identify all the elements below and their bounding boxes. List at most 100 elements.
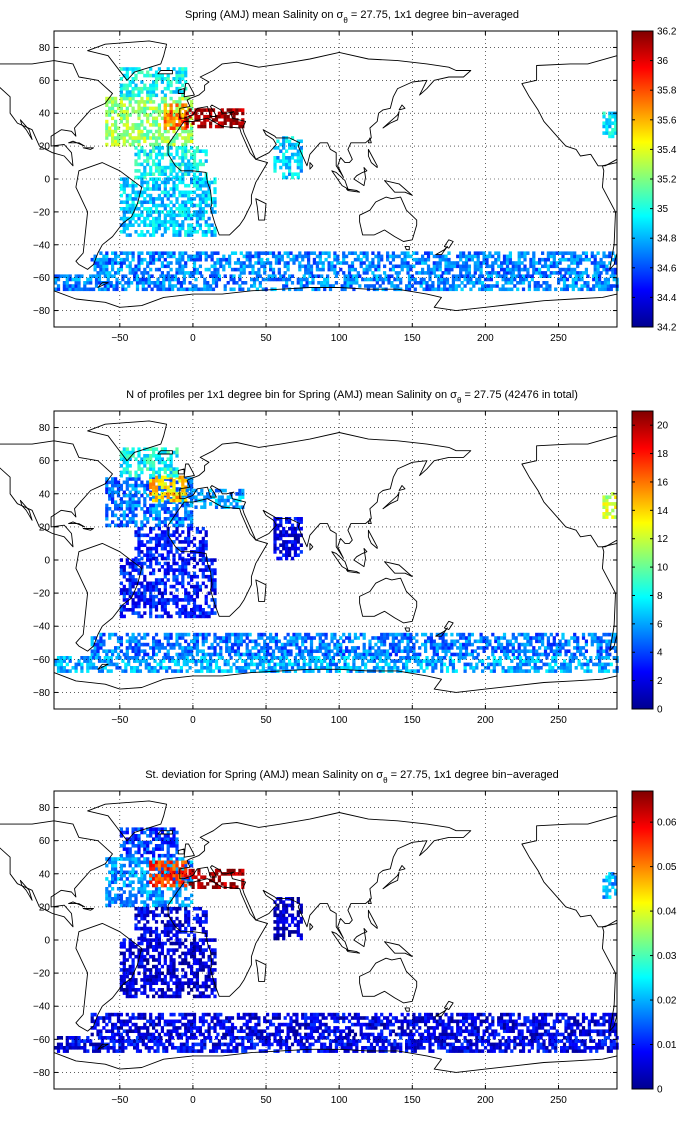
heatmap-cell bbox=[166, 119, 170, 124]
heatmap-cell bbox=[380, 254, 384, 259]
heatmap-cell bbox=[163, 598, 167, 602]
heatmap-cell bbox=[157, 210, 162, 214]
heatmap-cell bbox=[593, 257, 597, 262]
heatmap-cell bbox=[520, 649, 524, 654]
heatmap-cell bbox=[71, 284, 75, 288]
heatmap-cell bbox=[233, 649, 238, 654]
heatmap-cell bbox=[187, 598, 191, 602]
heatmap-cell bbox=[169, 116, 173, 121]
heatmap-cell bbox=[96, 649, 100, 654]
heatmap-cell bbox=[187, 574, 191, 579]
heatmap-cell bbox=[450, 639, 454, 644]
heatmap-cell bbox=[361, 277, 365, 282]
heatmap-cell bbox=[131, 591, 135, 596]
heatmap-cell bbox=[163, 533, 167, 538]
heatmap-cell bbox=[134, 565, 138, 569]
heatmap-cell bbox=[94, 666, 99, 670]
heatmap-cell bbox=[150, 281, 154, 285]
heatmap-cell bbox=[223, 274, 227, 278]
heatmap-cell bbox=[197, 108, 201, 112]
heatmap-cell bbox=[137, 652, 141, 657]
heatmap-cell bbox=[191, 284, 195, 288]
heatmap-cell bbox=[273, 523, 277, 528]
heatmap-cell bbox=[175, 223, 179, 227]
heatmap-cell bbox=[479, 267, 483, 272]
heatmap-cell bbox=[163, 588, 167, 592]
heatmap-cell bbox=[102, 642, 106, 647]
heatmap-cell bbox=[614, 261, 618, 265]
heatmap-cell bbox=[187, 480, 191, 485]
heatmap-cell bbox=[459, 636, 463, 640]
heatmap-cell bbox=[555, 264, 559, 269]
heatmap-cell bbox=[184, 513, 188, 518]
heatmap-cell bbox=[143, 598, 147, 602]
heatmap-cell bbox=[511, 652, 515, 657]
heatmap-cell bbox=[131, 200, 135, 204]
heatmap-cell bbox=[564, 652, 568, 657]
heatmap-cell bbox=[473, 261, 477, 265]
heatmap-cell bbox=[125, 226, 129, 231]
heatmap-cell bbox=[131, 190, 135, 195]
heatmap-cell bbox=[166, 467, 170, 471]
heatmap-cell bbox=[141, 284, 145, 288]
heatmap-cell bbox=[181, 571, 185, 576]
heatmap-cell bbox=[134, 568, 138, 572]
heatmap-cell bbox=[295, 646, 299, 650]
heatmap-cell bbox=[204, 568, 208, 572]
heatmap-cell bbox=[312, 649, 317, 654]
heatmap-cell bbox=[400, 267, 404, 272]
heatmap-cell bbox=[359, 652, 363, 657]
heatmap-cell bbox=[172, 139, 176, 144]
heatmap-cell bbox=[377, 649, 381, 654]
heatmap-cell bbox=[412, 649, 416, 654]
heatmap-cell bbox=[416, 659, 420, 663]
heatmap-cell bbox=[181, 581, 185, 586]
heatmap-cell bbox=[494, 649, 498, 654]
heatmap-cell bbox=[505, 642, 510, 647]
heatmap-cell bbox=[143, 523, 147, 528]
heatmap-cell bbox=[172, 230, 176, 234]
y-tick-label: −60 bbox=[33, 273, 50, 284]
heatmap-cell bbox=[182, 287, 186, 292]
heatmap-cell bbox=[128, 96, 132, 101]
heatmap-cell bbox=[213, 568, 217, 572]
heatmap-cell bbox=[154, 485, 159, 490]
heatmap-cell bbox=[394, 254, 398, 259]
heatmap-cell bbox=[166, 485, 170, 490]
heatmap-cell bbox=[157, 162, 162, 167]
heatmap-cell bbox=[293, 159, 298, 163]
heatmap-cell bbox=[508, 271, 513, 275]
heatmap-cell bbox=[377, 257, 381, 262]
heatmap-cell bbox=[513, 277, 517, 282]
heatmap-cell bbox=[492, 659, 496, 663]
heatmap-cell bbox=[614, 632, 618, 637]
heatmap-cell bbox=[254, 254, 258, 259]
heatmap-cell bbox=[232, 277, 236, 282]
heatmap-cell bbox=[288, 550, 292, 554]
heatmap-cell bbox=[378, 284, 382, 288]
heatmap-cell bbox=[214, 666, 219, 670]
heatmap-cell bbox=[416, 656, 420, 660]
heatmap-cell bbox=[425, 287, 429, 292]
heatmap-cell bbox=[143, 197, 147, 201]
heatmap-cell bbox=[137, 267, 141, 272]
heatmap-cell bbox=[440, 277, 444, 282]
heatmap-cell bbox=[166, 492, 170, 496]
heatmap-cell bbox=[128, 207, 132, 211]
heatmap-cell bbox=[464, 267, 469, 272]
heatmap-cell bbox=[143, 503, 147, 508]
heatmap-cell bbox=[162, 274, 166, 278]
heatmap-cell bbox=[140, 520, 144, 524]
heatmap-cell bbox=[523, 646, 527, 650]
heatmap-cell bbox=[128, 216, 132, 221]
heatmap-cell bbox=[121, 659, 125, 663]
heatmap-cell bbox=[92, 287, 96, 292]
heatmap-cell bbox=[241, 121, 245, 125]
heatmap-cell bbox=[185, 659, 189, 663]
heatmap-cell bbox=[263, 642, 267, 647]
heatmap-cell bbox=[178, 264, 182, 269]
heatmap-cell bbox=[179, 284, 184, 288]
heatmap-cell bbox=[464, 642, 469, 647]
heatmap-cell bbox=[568, 284, 572, 288]
